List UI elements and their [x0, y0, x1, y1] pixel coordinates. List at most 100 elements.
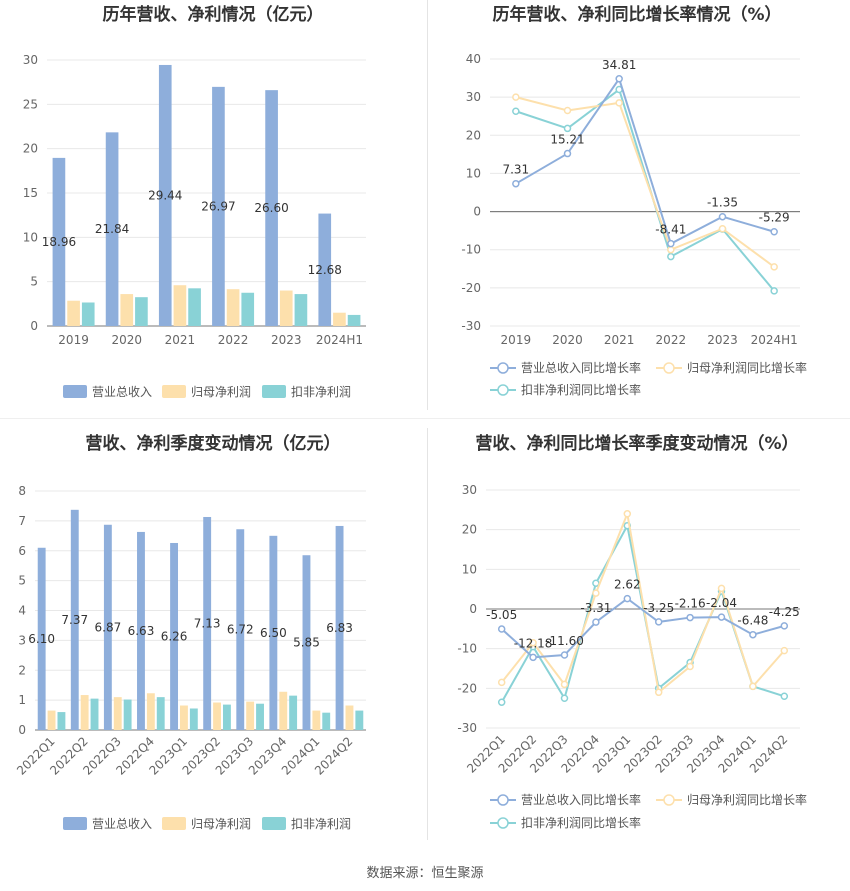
bar-net-profit[interactable] — [180, 705, 188, 730]
series-point-3[interactable] — [560, 694, 569, 702]
bar-net-profit[interactable] — [120, 294, 134, 326]
bar-net-profit[interactable] — [226, 289, 240, 326]
series-point-2[interactable] — [718, 224, 727, 233]
series-point-1[interactable] — [686, 613, 694, 622]
series-point-1[interactable] — [560, 651, 569, 659]
legend-item-1[interactable]: 营业总收入 — [63, 385, 152, 399]
bar-deducted-profit[interactable] — [135, 297, 148, 326]
series-point-1[interactable] — [529, 653, 537, 662]
legend-item-2[interactable]: 归母净利润同比增长率 — [656, 792, 807, 807]
bar-revenue[interactable] — [37, 547, 46, 730]
bar-revenue[interactable] — [269, 535, 278, 730]
series-point-1[interactable] — [592, 618, 600, 626]
series-point-2[interactable] — [592, 589, 600, 597]
bar-deducted-profit[interactable] — [256, 703, 264, 730]
bar-revenue[interactable] — [137, 531, 145, 730]
legend-item-3[interactable]: 扣非净利润同比增长率 — [490, 815, 641, 830]
bar-net-profit[interactable] — [67, 300, 80, 326]
bar-revenue[interactable] — [318, 213, 332, 326]
bar-revenue[interactable] — [105, 132, 119, 326]
series-point-1[interactable] — [497, 625, 506, 633]
bar-deducted-profit[interactable] — [241, 292, 255, 326]
bar-net-profit[interactable] — [113, 697, 122, 730]
legend-item-3[interactable]: 扣非净利润 — [262, 385, 351, 399]
series-point-2[interactable] — [749, 682, 757, 691]
bar-revenue[interactable] — [103, 524, 112, 730]
legend-item-1[interactable]: 营业总收入 — [63, 817, 152, 831]
bar-net-profit[interactable] — [279, 290, 293, 326]
bar-deducted-profit[interactable] — [188, 288, 201, 326]
bar-deducted-profit[interactable] — [81, 302, 95, 326]
series-point-3[interactable] — [497, 698, 506, 706]
bar-revenue[interactable] — [52, 157, 66, 326]
bar-revenue[interactable] — [335, 525, 344, 730]
series-point-3[interactable] — [667, 252, 675, 261]
bar-net-profit[interactable] — [173, 285, 187, 326]
series-point-1[interactable] — [563, 149, 572, 158]
legend-item-2[interactable]: 归母净利润 — [162, 817, 251, 831]
bar-net-profit[interactable] — [146, 693, 155, 730]
series-point-1[interactable] — [717, 613, 726, 621]
bar-revenue[interactable] — [212, 86, 225, 326]
series-point-1[interactable] — [770, 227, 778, 236]
bar-deducted-profit[interactable] — [156, 697, 165, 730]
legend-item-3[interactable]: 扣非净利润 — [262, 817, 351, 831]
bar-deducted-profit[interactable] — [222, 704, 231, 730]
series-point-2[interactable] — [667, 245, 675, 254]
bar-deducted-profit[interactable] — [90, 698, 99, 730]
bar-deducted-profit[interactable] — [355, 710, 364, 730]
series-point-1[interactable] — [749, 630, 757, 639]
series-point-2[interactable] — [654, 688, 663, 697]
series-point-1[interactable] — [654, 618, 663, 626]
series-point-2[interactable] — [497, 678, 506, 687]
bar-net-profit[interactable] — [312, 710, 321, 730]
series-point-1[interactable] — [512, 179, 520, 188]
bar-deducted-profit[interactable] — [322, 712, 331, 730]
bar-revenue[interactable] — [70, 509, 79, 730]
series-point-2[interactable] — [686, 662, 694, 671]
bar-deducted-profit[interactable] — [294, 294, 308, 326]
bar-net-profit[interactable] — [246, 701, 255, 730]
series-point-2[interactable] — [563, 106, 572, 115]
bar-deducted-profit[interactable] — [189, 708, 198, 730]
series-point-2[interactable] — [560, 680, 569, 689]
series-point-2[interactable] — [623, 510, 632, 518]
series-point-2[interactable] — [512, 93, 520, 101]
series-point-2[interactable] — [615, 99, 623, 107]
series-point-2[interactable] — [770, 263, 778, 271]
series-point-1[interactable] — [615, 75, 623, 83]
bar-deducted-profit[interactable] — [347, 314, 361, 326]
bar-revenue[interactable] — [170, 542, 179, 730]
series-point-2[interactable] — [780, 646, 789, 655]
series-point-1[interactable] — [667, 239, 675, 248]
bar-deducted-profit[interactable] — [57, 712, 66, 730]
bar-revenue[interactable] — [302, 555, 311, 730]
legend-item-1[interactable]: 营业总收入同比增长率 — [490, 792, 641, 807]
bar-net-profit[interactable] — [47, 710, 56, 730]
series-point-3[interactable] — [512, 107, 520, 116]
bar-deducted-profit[interactable] — [289, 695, 298, 730]
legend-item-2[interactable]: 归母净利润 — [162, 385, 251, 399]
bar-revenue[interactable] — [236, 529, 245, 730]
bar-net-profit[interactable] — [279, 691, 288, 730]
series-point-1[interactable] — [623, 594, 632, 603]
series-point-3[interactable] — [780, 692, 789, 701]
legend-item-3[interactable]: 扣非净利润同比增长率 — [490, 382, 641, 397]
bar-net-profit[interactable] — [213, 702, 221, 730]
bar-revenue[interactable] — [158, 64, 172, 326]
bar-revenue[interactable] — [265, 90, 278, 326]
x-tick-label: 2019 — [501, 333, 532, 347]
legend-item-2[interactable]: 归母净利润同比增长率 — [656, 360, 807, 375]
series-point-3[interactable] — [563, 124, 572, 133]
series-point-1[interactable] — [718, 212, 727, 221]
bar-net-profit[interactable] — [80, 695, 89, 730]
series-point-3[interactable] — [770, 287, 778, 295]
legend-item-1[interactable]: 营业总收入同比增长率 — [490, 360, 641, 375]
series-point-2[interactable] — [529, 638, 537, 647]
bar-deducted-profit[interactable] — [123, 699, 132, 730]
series-point-2[interactable] — [717, 584, 726, 593]
series-point-1[interactable] — [780, 622, 789, 630]
bar-revenue[interactable] — [203, 516, 212, 730]
bar-net-profit[interactable] — [333, 312, 346, 326]
bar-net-profit[interactable] — [345, 705, 354, 730]
